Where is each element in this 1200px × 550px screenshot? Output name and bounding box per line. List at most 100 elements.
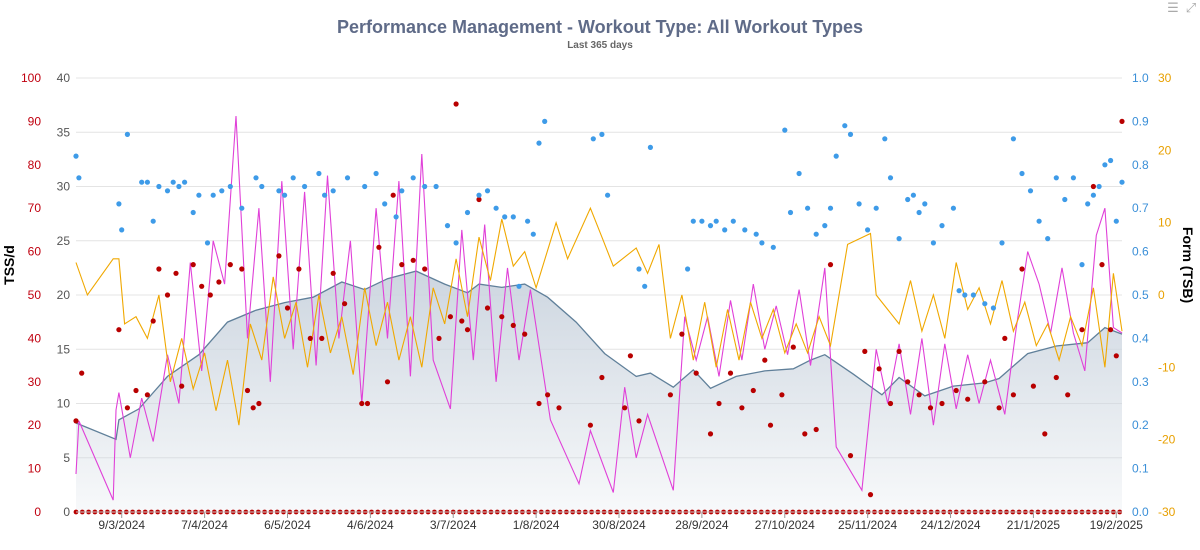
tss-point xyxy=(144,392,150,398)
tss-point xyxy=(124,405,130,411)
tss-point xyxy=(939,400,945,407)
ratio-point xyxy=(722,227,728,233)
ratio-point xyxy=(76,175,82,181)
ratio-point xyxy=(856,201,862,207)
ratio-point xyxy=(1062,196,1068,203)
fitness-line xyxy=(75,270,1123,441)
tss-point xyxy=(1119,118,1125,124)
ratio-point xyxy=(144,179,150,185)
ratio-point xyxy=(1070,175,1076,181)
count-tick-label: 5 xyxy=(63,451,70,465)
ratio-point xyxy=(164,188,171,194)
ratio-point xyxy=(382,201,388,207)
expand-icon[interactable]: ⤢ xyxy=(1185,1,1197,16)
ratio-point xyxy=(873,205,879,211)
ratio-point xyxy=(116,201,122,207)
tss-point xyxy=(707,431,714,437)
tss-point xyxy=(484,305,491,311)
ratio-tick-label: 0.2 xyxy=(1132,418,1149,432)
tss-point xyxy=(227,262,233,268)
ratio-point xyxy=(999,240,1005,246)
tss-point xyxy=(847,453,854,459)
ratio-point xyxy=(536,140,542,146)
tss-point xyxy=(827,262,834,268)
ratio-point xyxy=(905,196,911,203)
ratio-point xyxy=(1085,201,1091,207)
tss-point xyxy=(545,392,551,398)
tss-point xyxy=(342,301,348,307)
tss-point xyxy=(307,335,313,341)
ratio-point xyxy=(322,192,328,198)
ratio-point xyxy=(796,170,802,177)
ratio-point xyxy=(730,218,736,224)
x-tick-label: 3/7/2024 xyxy=(430,518,477,532)
menu-icon[interactable]: ☰ xyxy=(1167,1,1179,16)
ratio-tick-label: 0.8 xyxy=(1132,158,1149,172)
ratio-point xyxy=(542,118,548,124)
ratio-tick-label: 0.3 xyxy=(1132,375,1149,389)
ratio-point xyxy=(422,183,428,190)
tss-point xyxy=(556,405,562,411)
ratio-point xyxy=(276,188,282,194)
ratio-point xyxy=(476,192,482,198)
ratio-point xyxy=(982,301,988,307)
ratio-point xyxy=(930,240,937,246)
ratio-point xyxy=(182,179,188,185)
tss-point xyxy=(627,353,634,359)
ratio-tick-label: 0.6 xyxy=(1132,245,1149,259)
ratio-point xyxy=(344,175,351,181)
form-axis-title: Form (TSB) xyxy=(1180,227,1196,303)
x-tick-label: 1/8/2024 xyxy=(513,518,560,532)
axes: 010203040506070809010005101520253035400.… xyxy=(21,71,1176,532)
tss-point xyxy=(1053,374,1059,381)
tss-point xyxy=(953,387,959,394)
tss-point xyxy=(862,348,868,354)
ratio-tick-label: 0.9 xyxy=(1132,114,1149,128)
form-tick-label: 30 xyxy=(1158,71,1172,85)
tss-point xyxy=(876,366,882,372)
tss-point xyxy=(927,405,934,411)
ratio-point xyxy=(1045,236,1051,242)
tss-point xyxy=(1065,392,1071,398)
ratio-tick-label: 0.4 xyxy=(1132,331,1149,345)
ratio-point xyxy=(707,223,714,229)
ratio-point xyxy=(642,283,648,289)
tss-point xyxy=(1090,183,1096,190)
ratio-point xyxy=(599,131,605,137)
tss-tick-label: 90 xyxy=(28,114,42,128)
x-tick-label: 19/2/2025 xyxy=(1090,518,1144,532)
tss-point xyxy=(1010,392,1017,398)
form-tick-label: -20 xyxy=(1158,433,1176,447)
tss-tick-label: 0 xyxy=(34,505,41,519)
ratio-point xyxy=(124,131,130,137)
ratio-tick-label: 0.1 xyxy=(1132,462,1149,476)
ratio-point xyxy=(156,183,162,190)
count-tick-label: 15 xyxy=(57,342,71,356)
ratio-point xyxy=(833,153,839,159)
ratio-point xyxy=(502,214,508,220)
ratio-point xyxy=(910,192,917,198)
tss-point xyxy=(422,266,428,272)
ratio-point xyxy=(1108,157,1114,164)
tss-point xyxy=(447,314,453,320)
tss-tick-label: 60 xyxy=(28,245,42,259)
ratio-point xyxy=(176,183,182,190)
ratio-point xyxy=(259,183,265,190)
tss-point xyxy=(499,314,505,320)
ratio-point xyxy=(453,240,459,246)
tss-point xyxy=(330,270,336,276)
tss-point xyxy=(716,400,722,407)
tss-tick-label: 50 xyxy=(28,288,42,302)
tss-point xyxy=(887,400,894,407)
ratio-point xyxy=(464,209,471,216)
tss-point xyxy=(250,405,256,411)
ratio-point xyxy=(1090,192,1096,198)
ratio-point xyxy=(410,175,416,181)
ratio-point xyxy=(484,188,491,194)
ratio-point xyxy=(493,205,499,211)
ratio-point xyxy=(302,183,308,190)
tss-point xyxy=(587,422,594,428)
count-tick-label: 0 xyxy=(63,505,70,519)
tss-point xyxy=(1079,327,1085,333)
